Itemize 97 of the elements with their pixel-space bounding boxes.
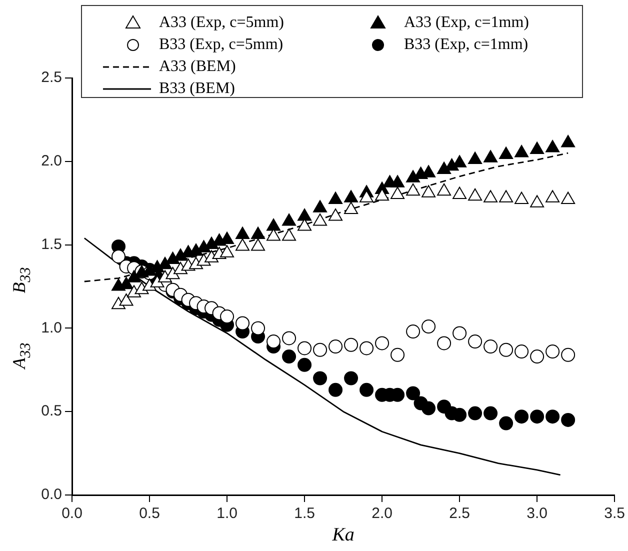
- point: [561, 412, 576, 427]
- point: [127, 270, 142, 282]
- point: [422, 401, 436, 416]
- point: [484, 406, 498, 420]
- y-tick-label: 1.0: [41, 319, 62, 336]
- point: [499, 146, 514, 159]
- point: [298, 208, 312, 221]
- point: [452, 186, 467, 200]
- point: [484, 150, 498, 162]
- point: [112, 249, 126, 264]
- point: [313, 371, 328, 386]
- point: [150, 275, 164, 288]
- point: [452, 326, 467, 340]
- point: [422, 320, 436, 334]
- point: [452, 155, 467, 168]
- point: [251, 226, 266, 240]
- point: [468, 152, 482, 164]
- x-tick-label: 2.5: [449, 505, 470, 522]
- point: [546, 140, 560, 152]
- point: [251, 321, 266, 336]
- point: [499, 190, 514, 202]
- point: [298, 218, 312, 231]
- x-tick-label: 0.5: [139, 505, 160, 522]
- point: [530, 195, 544, 208]
- point: [282, 213, 296, 226]
- legend-label: B33 (Exp, c=5mm): [159, 36, 284, 54]
- point: [561, 135, 576, 148]
- x-axis-title: Ka: [331, 524, 354, 546]
- point: [344, 190, 358, 202]
- point: [530, 142, 544, 154]
- point: [166, 266, 180, 280]
- y-tick-label: 0.5: [41, 402, 62, 420]
- point: [313, 213, 328, 226]
- point: [220, 245, 234, 258]
- point: [360, 190, 374, 202]
- point: [328, 382, 343, 397]
- point: [313, 200, 328, 212]
- y-tick-label: 2.5: [41, 69, 62, 86]
- point: [406, 386, 420, 400]
- point: [484, 190, 498, 202]
- point: [266, 228, 281, 241]
- point: [468, 188, 482, 201]
- x-tick-label: 0.0: [62, 505, 82, 522]
- point: [220, 310, 234, 324]
- point: [390, 348, 405, 362]
- point: [375, 188, 390, 201]
- point: [561, 192, 576, 204]
- point: [236, 316, 250, 330]
- point: [236, 238, 250, 251]
- point: [119, 294, 134, 306]
- point: [282, 350, 296, 364]
- point: [344, 338, 358, 352]
- point: [530, 410, 544, 424]
- point: [251, 238, 266, 251]
- point: [344, 202, 358, 214]
- point: [530, 350, 544, 364]
- point: [158, 256, 172, 270]
- point: [499, 342, 514, 357]
- point: [313, 342, 328, 357]
- legend-label: B33 (BEM): [159, 80, 235, 98]
- x-tick-label: 3.5: [604, 505, 626, 522]
- point: [328, 208, 343, 221]
- point: [266, 334, 281, 349]
- point: [514, 192, 529, 204]
- point: [266, 218, 281, 231]
- point: [468, 334, 482, 349]
- y-tick-label: 0.0: [41, 486, 62, 504]
- point: [360, 382, 374, 397]
- point: [406, 183, 420, 196]
- point: [468, 406, 482, 420]
- point: [514, 410, 529, 424]
- x-tick-label: 3.0: [526, 505, 548, 522]
- point: [452, 408, 467, 422]
- y-tick-label: 1.5: [41, 236, 62, 253]
- y-tick-label: 2.0: [41, 152, 62, 170]
- point: [546, 410, 560, 424]
- legend-label: A33 (Exp, c=1mm): [404, 14, 529, 32]
- point: [422, 185, 436, 198]
- point: [390, 175, 405, 188]
- point: [546, 190, 560, 202]
- point: [437, 183, 452, 196]
- point: [328, 192, 343, 204]
- point: [344, 371, 358, 386]
- point: [499, 416, 514, 430]
- point: [514, 145, 529, 158]
- x-tick-label: 1.0: [216, 505, 238, 522]
- x-tick-label: 1.5: [294, 505, 315, 522]
- point: [484, 340, 498, 354]
- point: [390, 186, 405, 200]
- x-tick-label: 2.0: [372, 505, 392, 522]
- point: [236, 226, 250, 240]
- point: [298, 358, 312, 372]
- point: [282, 228, 296, 241]
- legend-label: B33 (Exp, c=1mm): [404, 36, 528, 54]
- legend-label: A33 (BEM): [159, 58, 236, 76]
- point: [375, 336, 390, 350]
- legend-label: A33 (Exp, c=5mm): [159, 14, 284, 32]
